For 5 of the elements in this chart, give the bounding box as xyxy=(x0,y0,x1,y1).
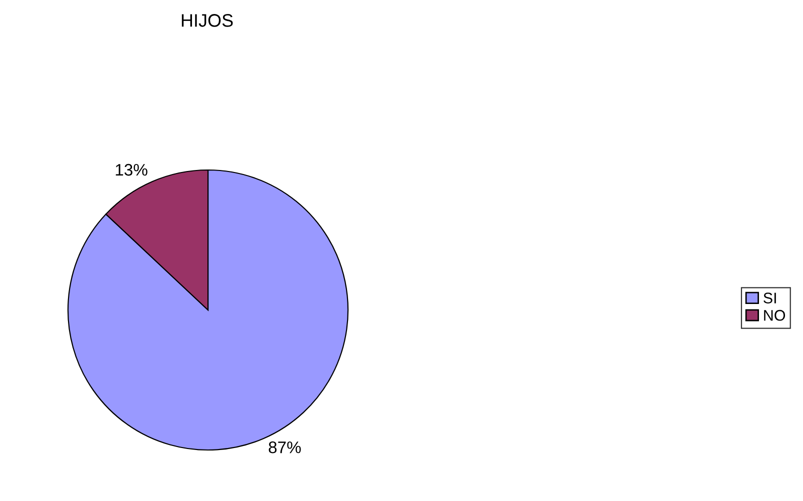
data-label: 13% xyxy=(116,164,148,176)
chart-title: HIJOS xyxy=(182,14,233,27)
legend-label: NO xyxy=(764,310,786,321)
legend-label: SI xyxy=(764,292,776,304)
data-label: 87% xyxy=(268,441,301,454)
